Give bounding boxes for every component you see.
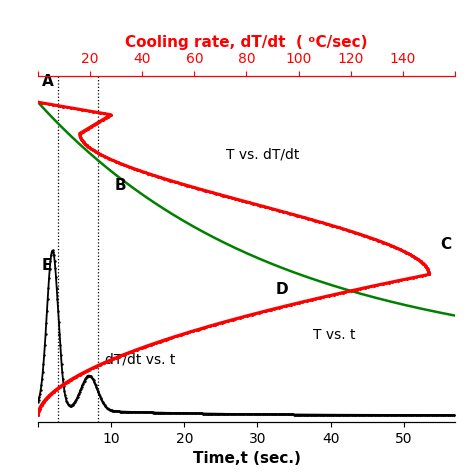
Text: T vs. dT/dt: T vs. dT/dt [226, 148, 299, 162]
Text: C: C [440, 237, 452, 252]
Text: dT/dt vs. t: dT/dt vs. t [105, 352, 175, 366]
X-axis label: Time,t (sec.): Time,t (sec.) [192, 451, 301, 466]
Text: D: D [276, 282, 288, 297]
Text: B: B [115, 178, 127, 193]
Text: E: E [42, 257, 53, 273]
X-axis label: Cooling rate, dT/dt  ( ᵒC/sec): Cooling rate, dT/dt ( ᵒC/sec) [125, 35, 368, 50]
Text: T vs. t: T vs. t [313, 328, 356, 342]
Text: A: A [42, 74, 54, 89]
